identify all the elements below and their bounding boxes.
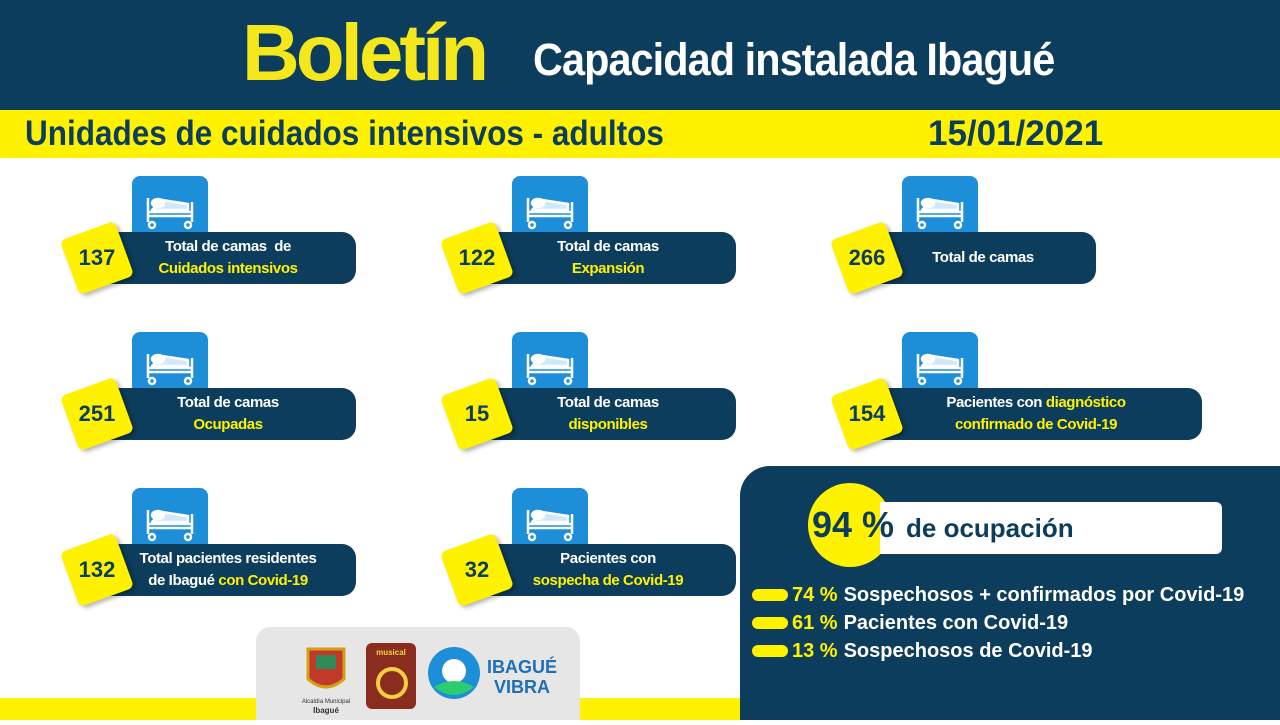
- card-label: Total de camas Ocupadas: [100, 388, 356, 440]
- card-text: disponibles: [568, 416, 648, 433]
- card-line: Total de camas: [177, 392, 279, 414]
- bed-icon: [146, 509, 194, 542]
- card-text: diagnóstico: [1045, 394, 1126, 411]
- card-line: Pacientes con: [560, 548, 656, 570]
- date: 15/01/2021: [928, 114, 1104, 153]
- brand: Boletín: [242, 8, 489, 97]
- subtitle: Unidades de cuidados intensivos - adulto…: [25, 114, 664, 153]
- card-icon: [132, 488, 208, 546]
- card-text: Total de camas: [557, 394, 659, 411]
- vibra-mark: [442, 659, 466, 683]
- logo-text: VIBRA: [494, 677, 550, 697]
- card-value: 266: [848, 245, 886, 270]
- bed-icon: [146, 197, 194, 230]
- vibra-mark: [434, 681, 474, 695]
- card-text: de Ibagué: [148, 572, 219, 589]
- logos: Alcaldía Municipal Ibagué musical IBAGUÉ…: [302, 643, 557, 715]
- card-icon: [902, 176, 978, 234]
- card-text: Total pacientes residentes: [139, 550, 317, 567]
- card-text: sospecha de Covid-19: [532, 572, 684, 589]
- header-bar: [0, 0, 1280, 110]
- card-line: Total pacientes residentes: [140, 548, 317, 570]
- card-line: Total de camas: [932, 247, 1034, 269]
- occupancy-circle: [808, 483, 892, 567]
- card-line: disponibles: [569, 414, 648, 436]
- card-text: Cuidados intensivos: [158, 260, 298, 277]
- card-icon: [902, 332, 978, 390]
- occupancy-bar: [880, 502, 1222, 554]
- card-value: 15: [464, 401, 490, 426]
- card-value: 154: [848, 401, 886, 426]
- musical-mark: [376, 667, 408, 699]
- card-line: Total de camas: [557, 236, 659, 258]
- stat-value: 61 %: [792, 612, 838, 634]
- bed-icon: [526, 353, 574, 386]
- stat-label: Sospechosos de Covid-19: [843, 640, 1093, 662]
- card-text: Total de camas: [557, 238, 659, 255]
- crest-detail: [316, 655, 336, 669]
- stat: 61 % Pacientes con Covid-19: [792, 610, 1068, 636]
- subheader-bar: [0, 110, 1280, 158]
- card-label: Total pacientes residentes de Ibagué con …: [100, 544, 356, 596]
- card-icon: [512, 176, 588, 234]
- card-value: 251: [78, 401, 116, 426]
- card-text: Pacientes con: [560, 550, 656, 567]
- stat-marker: [752, 589, 788, 601]
- card-text: Total de camas: [932, 249, 1034, 266]
- bed-icon: [916, 197, 964, 230]
- card-value: 132: [78, 557, 116, 582]
- bed-icon: [526, 197, 574, 230]
- card-icon: [512, 488, 588, 546]
- card-text: Ocupadas: [193, 416, 263, 433]
- card-line: Pacientes con diagnóstico: [946, 392, 1126, 414]
- bed-icon: [146, 353, 194, 386]
- card-line: confirmado de Covid-19: [955, 414, 1117, 436]
- card-text: con Covid-19: [218, 572, 308, 589]
- card-line: Ocupadas: [193, 414, 263, 436]
- stat: 74 % Sospechosos + confirmados por Covid-…: [792, 582, 1244, 608]
- occupancy-value: 94 %: [811, 504, 895, 545]
- stat-marker: [752, 617, 788, 629]
- occupancy-label: de ocupación: [906, 513, 1074, 543]
- card-label: Pacientes con sospecha de Covid-19: [480, 544, 736, 596]
- card-icon: [132, 332, 208, 390]
- stat-marker: [752, 645, 788, 657]
- card-icon: [512, 332, 588, 390]
- card-icon: [132, 176, 208, 234]
- logo-text: musical: [376, 648, 406, 657]
- logo-text: Ibagué: [313, 706, 339, 715]
- stat-value: 13 %: [792, 640, 838, 662]
- stat-value: 74 %: [792, 584, 838, 606]
- stat-label: Pacientes con Covid-19: [843, 612, 1069, 634]
- logo-box: Alcaldía Municipal Ibagué musical IBAGUÉ…: [256, 627, 580, 720]
- stat-label: Sospechosos + confirmados por Covid-19: [843, 584, 1245, 606]
- card-text: Total de camas de: [165, 238, 291, 255]
- card-label: Total de camas Expansión: [480, 232, 736, 284]
- logo-text: Alcaldía Municipal: [302, 699, 350, 705]
- card-label: Total de camas disponibles: [480, 388, 736, 440]
- card-value: 137: [78, 245, 116, 270]
- stat: 13 % Sospechosos de Covid-19: [792, 638, 1093, 664]
- card-line: Total de camas: [557, 392, 659, 414]
- card-text: Total de camas: [177, 394, 279, 411]
- card-label: Total de camas de Cuidados intensivos: [100, 232, 356, 284]
- card-text: Expansión: [571, 260, 645, 277]
- bed-icon: [526, 509, 574, 542]
- card-text: confirmado de Covid-19: [954, 416, 1118, 433]
- card-text: Pacientes con: [946, 394, 1046, 411]
- card-label: Pacientes con diagnóstico confirmado de C…: [870, 388, 1202, 440]
- bed-icon: [916, 353, 964, 386]
- card-value: 122: [458, 245, 496, 270]
- card-line: de Ibagué con Covid-19: [148, 570, 308, 592]
- card-line: Expansión: [571, 258, 645, 280]
- card-value: 32: [464, 557, 490, 582]
- card-line: Cuidados intensivos: [158, 258, 297, 280]
- logo-text: IBAGUÉ: [487, 656, 557, 677]
- card-line: Total de camas de: [165, 236, 291, 258]
- title: Capacidad instalada Ibagué: [533, 34, 1055, 85]
- card-line: sospecha de Covid-19: [532, 570, 684, 592]
- card-label: Total de camas: [870, 232, 1096, 284]
